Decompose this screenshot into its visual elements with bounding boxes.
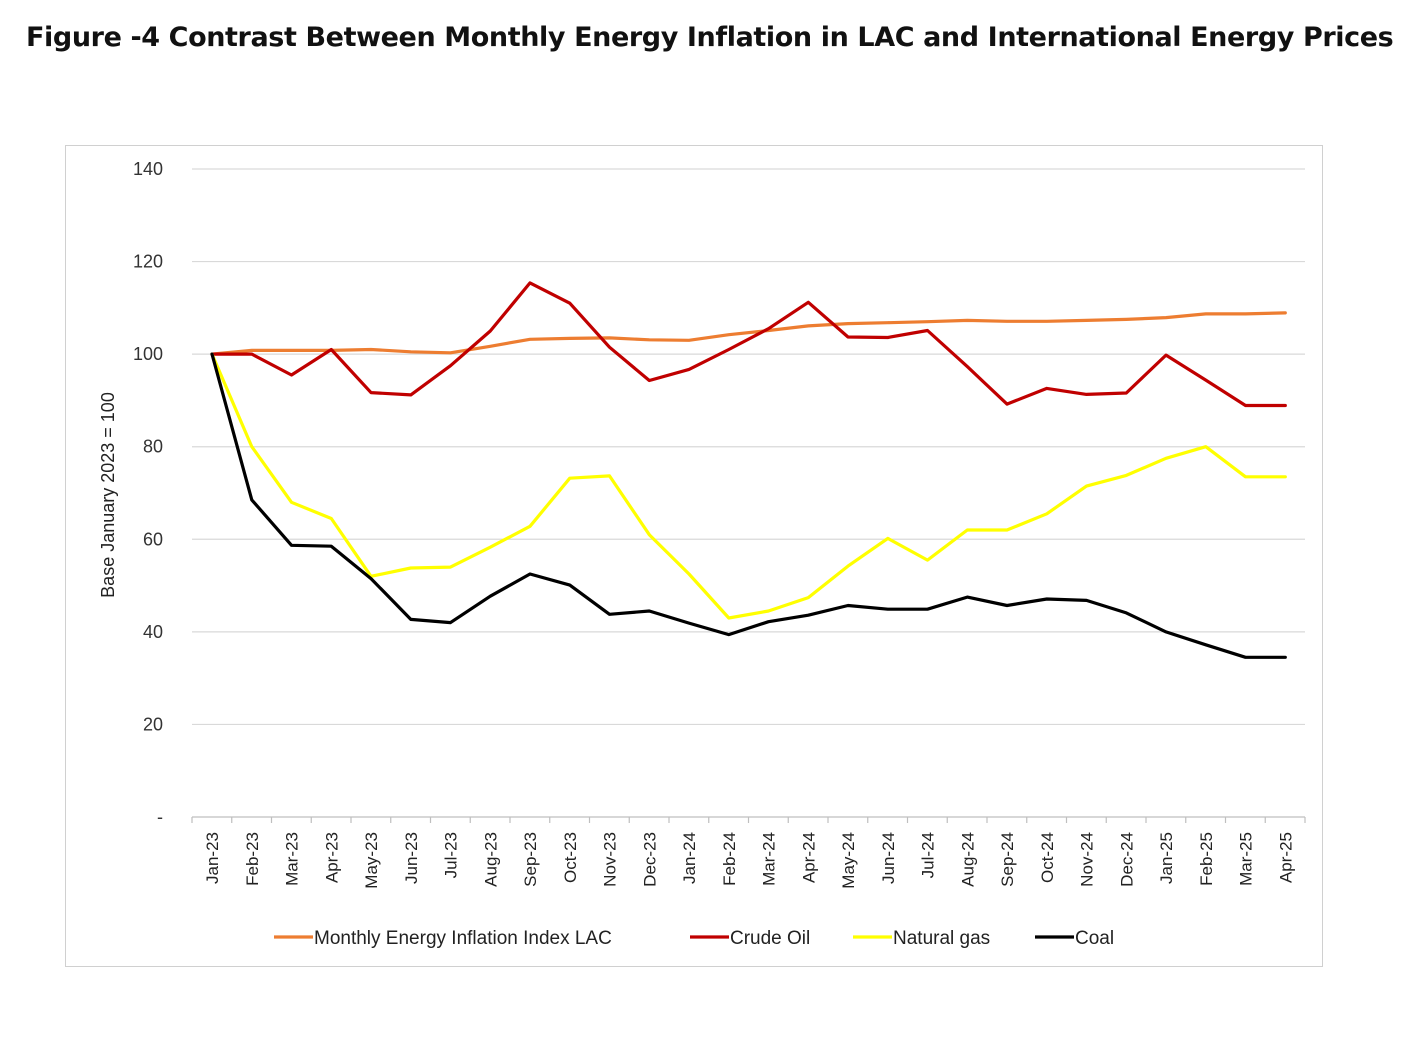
y-tick-label: 140: [133, 159, 163, 179]
x-tick-label: May-24: [839, 832, 858, 889]
x-tick-label: May-23: [362, 832, 381, 889]
page-title: Figure -4 Contrast Between Monthly Energ…: [26, 22, 1394, 53]
y-tick-label: 40: [143, 622, 163, 642]
legend: Monthly Energy Inflation Index LAC Crude …: [274, 928, 1114, 949]
x-axis: [191, 816, 1306, 823]
x-tick-label: Nov-23: [601, 832, 620, 887]
y-axis-ticks: - 20 40 60 80 100 120 140: [133, 159, 163, 827]
legend-label: Natural gas: [893, 928, 990, 949]
series-lines: [210, 281, 1287, 659]
x-tick-label: Sep-23: [521, 832, 540, 887]
y-tick-label: 80: [143, 437, 163, 457]
series-line-crude-oil: [210, 281, 1287, 408]
x-tick-label: Jan-24: [680, 832, 699, 884]
x-tick-label: Mar-25: [1237, 832, 1256, 886]
x-tick-label: Feb-24: [720, 832, 739, 886]
x-tick-label: Jul-24: [919, 832, 938, 878]
x-tick-label: Aug-23: [481, 832, 500, 887]
x-tick-label: Mar-23: [283, 832, 302, 886]
legend-label: Monthly Energy Inflation Index LAC: [314, 928, 612, 949]
y-tick-label: 20: [143, 714, 163, 734]
legend-label: Crude Oil: [730, 928, 810, 949]
x-tick-label: Mar-24: [760, 832, 779, 886]
x-tick-label: Apr-23: [322, 832, 341, 883]
series-line-coal: [210, 352, 1287, 659]
x-tick-label: Oct-24: [1038, 832, 1057, 883]
y-tick-label: 100: [133, 344, 163, 364]
y-axis-label: Base January 2023 = 100: [98, 392, 118, 598]
gridlines: [192, 168, 1305, 726]
x-tick-label: Apr-25: [1276, 832, 1295, 883]
x-tick-label: Nov-24: [1078, 832, 1097, 887]
x-axis-ticks: Jan-23 Feb-23 Mar-23 Apr-23 May-23 Jun-23 Jul-…: [203, 832, 1295, 889]
x-tick-label: Dec-24: [1117, 832, 1136, 887]
x-tick-label: Jun-23: [402, 832, 421, 884]
x-tick-label: Feb-23: [243, 832, 262, 886]
x-tick-label: Dec-23: [640, 832, 659, 887]
x-tick-label: Sep-24: [998, 832, 1017, 887]
x-tick-label: Jul-23: [442, 832, 461, 878]
series-line-monthly-energy-inflation-index-lac: [210, 311, 1287, 356]
y-tick-label: 60: [143, 529, 163, 549]
x-tick-label: Aug-24: [958, 832, 977, 887]
x-tick-label: Oct-23: [561, 832, 580, 883]
y-tick-label: 120: [133, 252, 163, 272]
legend-label: Coal: [1075, 928, 1114, 949]
x-tick-label: Jan-23: [203, 832, 222, 884]
x-tick-label: Jan-25: [1157, 832, 1176, 884]
y-tick-label: -: [157, 807, 163, 827]
x-tick-label: Apr-24: [799, 832, 818, 883]
series-line-natural-gas: [210, 352, 1287, 620]
x-tick-label: Jun-24: [879, 832, 898, 884]
x-tick-label: Feb-25: [1197, 832, 1216, 886]
chart-frame: [65, 145, 1323, 967]
